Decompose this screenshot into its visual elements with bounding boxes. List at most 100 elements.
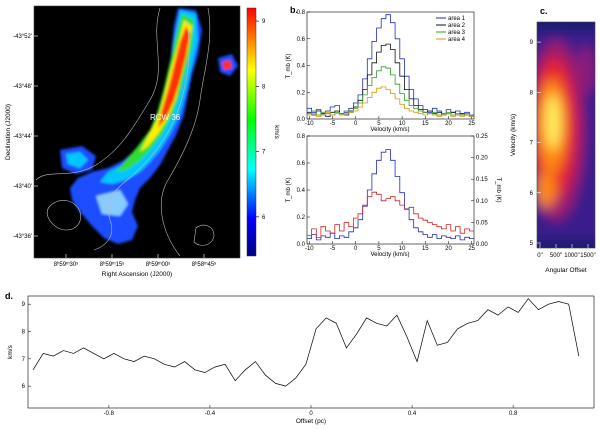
panel-c-axes: 5 6 7 8 9 0" 500" 1000" 1500" bbox=[530, 40, 596, 259]
ytick-label: 7 bbox=[530, 141, 534, 147]
xtick-label: -10 bbox=[305, 121, 314, 127]
panel-a-yticks: -43°36' -43°40' -43°44' -43°48' -43°52' bbox=[13, 34, 38, 240]
map-background bbox=[34, 6, 240, 258]
xtick-label: 1000" bbox=[564, 253, 579, 259]
velocity-profile-line bbox=[32, 298, 580, 387]
ytick-label-right: 0.00 bbox=[476, 242, 488, 248]
legend-entry: area 2 bbox=[448, 23, 466, 29]
ytick-label-right: 0.05 bbox=[476, 220, 488, 226]
xtick-label: -0.8 bbox=[104, 411, 115, 417]
series-line-4 bbox=[307, 86, 474, 117]
series-line-1 bbox=[307, 149, 474, 241]
pv-diagram bbox=[537, 30, 595, 240]
panel-d-xlabel: Offset (pc) bbox=[296, 418, 326, 425]
xtick-label: 0.8 bbox=[509, 411, 518, 417]
panel-a: a. RCW 36 bbox=[5, 5, 280, 278]
colorbar-tick-label: 7 bbox=[262, 150, 266, 156]
panel-d: d. -0.8 -0.4 0 0.4 0.8 6 7 8 9 Offset (pc) km/s bbox=[5, 291, 595, 425]
panel-b-top-ylabel: T_mb (K) bbox=[286, 53, 292, 78]
ytick-label-left: 0.2 bbox=[297, 215, 306, 221]
ytick-label: 5 bbox=[530, 241, 534, 247]
xtick-label: 0.4 bbox=[408, 411, 417, 417]
xtick-label: 20 bbox=[445, 121, 452, 127]
velocity-map bbox=[35, 7, 238, 257]
xtick-label: 0 bbox=[309, 411, 313, 417]
panel-b-top-series bbox=[307, 14, 474, 117]
ytick-label: 7 bbox=[22, 357, 26, 363]
panel-d-series bbox=[32, 298, 580, 387]
series-line-2 bbox=[307, 191, 474, 238]
xtick-label: -0.4 bbox=[205, 411, 216, 417]
panel-d-axes: -0.8 -0.4 0 0.4 0.8 6 7 8 9 bbox=[22, 302, 518, 417]
xtick-label: 8ʰ58ᵐ45ˢ bbox=[192, 261, 216, 268]
panel-c-label: c. bbox=[540, 6, 548, 16]
legend-entry: area 4 bbox=[448, 37, 466, 43]
xtick-label: 1500" bbox=[580, 253, 595, 259]
panel-b-bottom-ylabel-right: T_mb (K) bbox=[495, 177, 501, 202]
panel-a-xlabel: Right Ascension (J2000) bbox=[102, 271, 172, 278]
legend-entry: area 3 bbox=[448, 30, 466, 36]
ytick-label: -43°44' bbox=[13, 134, 32, 140]
xtick-label: 20 bbox=[445, 246, 452, 252]
xtick-label: -5 bbox=[330, 121, 336, 127]
ytick-label-right: 0.15 bbox=[476, 177, 488, 183]
panel-d-frame bbox=[27, 295, 595, 409]
xtick-label: 10 bbox=[399, 121, 406, 127]
series-line-2 bbox=[307, 43, 474, 117]
panel-c-ylabel: Velocity (km/s) bbox=[510, 114, 517, 156]
panel-a-xticks: 8ʰ59ᵐ30ˢ 8ʰ59ᵐ15ˢ 8ʰ59ᵐ00ˢ 8ʰ58ᵐ45ˢ bbox=[54, 254, 216, 268]
colorbar-ticks: 6 7 8 9 bbox=[256, 19, 266, 221]
panel-b-top: b. -10 -5 0 5 10 15 20 25 0.0 0.2 0.4 0.6 0.8 area 1… bbox=[286, 5, 476, 133]
source-label: RCW 36 bbox=[150, 113, 181, 122]
xtick-label: 25 bbox=[468, 246, 475, 252]
ytick-label-right: 0.25 bbox=[476, 134, 488, 140]
panel-a-ylabel: Declination (J2000) bbox=[5, 104, 12, 160]
xtick-label: 0 bbox=[354, 246, 358, 252]
panel-b-top-axes: -10 -5 0 5 10 15 20 25 0.0 0.2 0.4 0.6 0.8 bbox=[297, 10, 476, 127]
ytick-label: 0.2 bbox=[297, 90, 306, 96]
ytick-label: 6 bbox=[530, 191, 534, 197]
ytick-label-left: 0.6 bbox=[297, 161, 306, 167]
xtick-label: 25 bbox=[468, 121, 475, 127]
ytick-label: 8 bbox=[530, 90, 534, 96]
ytick-label: 9 bbox=[22, 302, 26, 308]
panel-b-bottom-xlabel: Velocity (km/s) bbox=[370, 252, 409, 258]
xtick-label: 8ʰ59ᵐ00ˢ bbox=[146, 261, 170, 268]
xtick-label: 8ʰ59ᵐ15ˢ bbox=[100, 261, 124, 268]
xtick-label: 8ʰ59ᵐ30ˢ bbox=[54, 261, 78, 268]
colorbar-tick-label: 9 bbox=[262, 19, 266, 25]
panel-d-label: d. bbox=[5, 291, 13, 301]
panel-b-bottom-series bbox=[307, 149, 474, 241]
ytick-label: -43°36' bbox=[13, 234, 32, 240]
ytick-label: 0.4 bbox=[297, 64, 306, 70]
colorbar-tick-label: 6 bbox=[262, 215, 266, 221]
xtick-label: 5 bbox=[377, 121, 381, 127]
xtick-label: -10 bbox=[305, 246, 314, 252]
ytick-label-left: 0.4 bbox=[297, 188, 306, 194]
ytick-label: 9 bbox=[530, 40, 534, 46]
ytick-label: 6 bbox=[22, 384, 26, 390]
panel-b-bottom-ylabel-left: T_mb (K) bbox=[286, 177, 292, 202]
ytick-label-right: 0.10 bbox=[476, 199, 488, 205]
ytick-label-left: 0.0 bbox=[297, 242, 306, 248]
panel-b-top-xlabel: Velocity (km/s) bbox=[370, 127, 409, 133]
ytick-label: 0.6 bbox=[297, 37, 306, 43]
ytick-label-right: 0.20 bbox=[476, 156, 488, 162]
legend-entry: area 1 bbox=[448, 16, 466, 22]
panel-b-bottom-axes: -10 -5 0 5 10 15 20 25 0.0 0.2 0.4 0.6 0.8 0.00 0.05 0.… bbox=[297, 134, 489, 252]
xtick-label: 0 bbox=[354, 121, 358, 127]
ytick-label: 8 bbox=[22, 330, 26, 336]
colorbar-tick-label: 8 bbox=[262, 84, 266, 90]
xtick-label: 500" bbox=[550, 253, 562, 259]
xtick-label: -5 bbox=[330, 246, 336, 252]
ytick-label: 0.0 bbox=[297, 117, 306, 123]
ytick-label: -43°40' bbox=[13, 184, 32, 190]
xtick-label: 10 bbox=[399, 246, 406, 252]
ytick-label: -43°52' bbox=[13, 34, 32, 40]
panel-c-xlabel: Angular Offset bbox=[545, 267, 587, 274]
colorbar bbox=[246, 7, 257, 257]
panel-b-label: b. bbox=[290, 5, 298, 15]
